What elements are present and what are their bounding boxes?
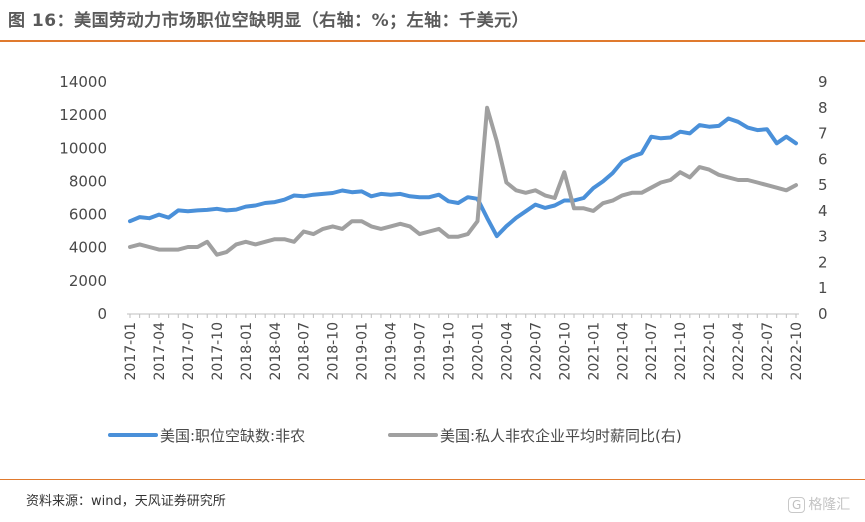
series-line-job-openings: [128, 116, 798, 239]
left-axis-tick-label: 2000: [69, 272, 107, 290]
x-axis-tick-label: 2018-10: [326, 322, 342, 381]
left-axis-tick-label: 4000: [69, 239, 107, 257]
right-axis-tick-label: 3: [818, 228, 828, 246]
legend: 美国:职位空缺数:非农 美国:私人非农企业平均时薪同比(右): [108, 427, 682, 445]
right-axis-tick-label: 2: [818, 253, 828, 271]
x-axis-tick-label: 2017-10: [210, 322, 226, 381]
x-axis-tick-label: 2021-01: [586, 322, 602, 381]
x-axis-tick-label: 2022-07: [760, 322, 776, 381]
right-axis-tick-label: 4: [818, 202, 828, 220]
x-axis-tick-label: 2019-01: [355, 322, 371, 381]
left-axis-tick-label: 12000: [59, 106, 107, 124]
x-axis-tick-label: 2020-07: [528, 322, 544, 381]
legend-label: 美国:私人非农企业平均时薪同比(右): [440, 427, 682, 445]
watermark-badge: G: [788, 497, 806, 513]
x-axis-tick-label: 2021-07: [644, 322, 660, 381]
series-line-hourly-earnings: [128, 105, 798, 257]
x-axis-tick-label: 2020-04: [499, 322, 515, 381]
x-axis-tick-label: 2021-04: [615, 322, 631, 381]
x-axis-tick-label: 2018-04: [268, 322, 284, 381]
right-axis-tick-label: 5: [818, 176, 828, 194]
x-axis-tick-label: 2022-04: [731, 322, 747, 381]
watermark-text: 格隆汇: [808, 497, 851, 513]
right-axis-tick-label: 7: [818, 125, 828, 143]
x-axis-tick-label: 2018-07: [297, 322, 313, 381]
right-axis-tick-label: 6: [818, 150, 828, 168]
right-axis-tick-label: 1: [818, 279, 828, 297]
right-axis-ticks: 0 1 2 3 4 5 6 7 8 9: [818, 73, 828, 323]
right-axis-tick-label: 0: [818, 305, 828, 323]
x-axis-tick-label: 2019-10: [442, 322, 458, 381]
x-axis-tick-label: 2019-07: [413, 322, 429, 381]
x-axis-tick-label: 2017-07: [181, 322, 197, 381]
chart-title: 图 16：美国劳动力市场职位空缺明显（右轴：%；左轴：千美元）: [8, 11, 530, 31]
title-divider: [0, 40, 865, 42]
line-chart: 0 2000 4000 6000 8000 10000 12000 14000 0 1 2 3 4 5 6…: [59, 73, 828, 445]
left-axis-tick-label: 6000: [69, 206, 107, 224]
series-lines: [128, 105, 798, 257]
left-axis-tick-label: 14000: [59, 73, 107, 91]
left-axis-tick-label: 8000: [69, 172, 107, 190]
x-axis-tick-label: 2022-01: [702, 322, 718, 381]
x-axis-tick-label: 2017-01: [123, 322, 139, 381]
left-axis-tick-label: 10000: [59, 139, 107, 157]
x-axis-tick-label: 2021-10: [673, 322, 689, 381]
right-axis-tick-label: 8: [818, 99, 828, 117]
left-axis-ticks: 0 2000 4000 6000 8000 10000 12000 14000: [59, 73, 107, 323]
x-axis-tick-label: 2022-10: [789, 322, 805, 381]
left-axis-tick-label: 0: [97, 305, 107, 323]
source-note: 资料来源：wind，天风证券研究所: [26, 494, 226, 509]
x-axis-tick-label: 2020-01: [470, 322, 486, 381]
legend-label: 美国:职位空缺数:非农: [160, 427, 305, 445]
x-axis-ticks: 2017-01 2017-04 2017-07 2017-10 2018-01 2018-…: [123, 314, 805, 381]
watermark-logo: G 格隆汇: [788, 494, 850, 514]
right-axis-tick-label: 9: [818, 73, 828, 91]
x-axis-tick-label: 2018-01: [239, 322, 255, 381]
x-axis-tick-label: 2019-04: [384, 322, 400, 381]
x-axis-tick-label: 2017-04: [152, 322, 168, 381]
x-axis-tick-label: 2020-10: [557, 322, 573, 381]
footer-divider: [0, 479, 865, 480]
